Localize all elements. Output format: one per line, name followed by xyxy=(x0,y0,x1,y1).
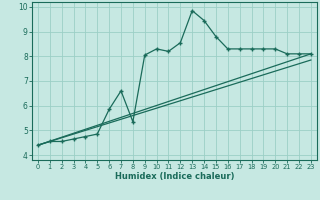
X-axis label: Humidex (Indice chaleur): Humidex (Indice chaleur) xyxy=(115,172,234,181)
